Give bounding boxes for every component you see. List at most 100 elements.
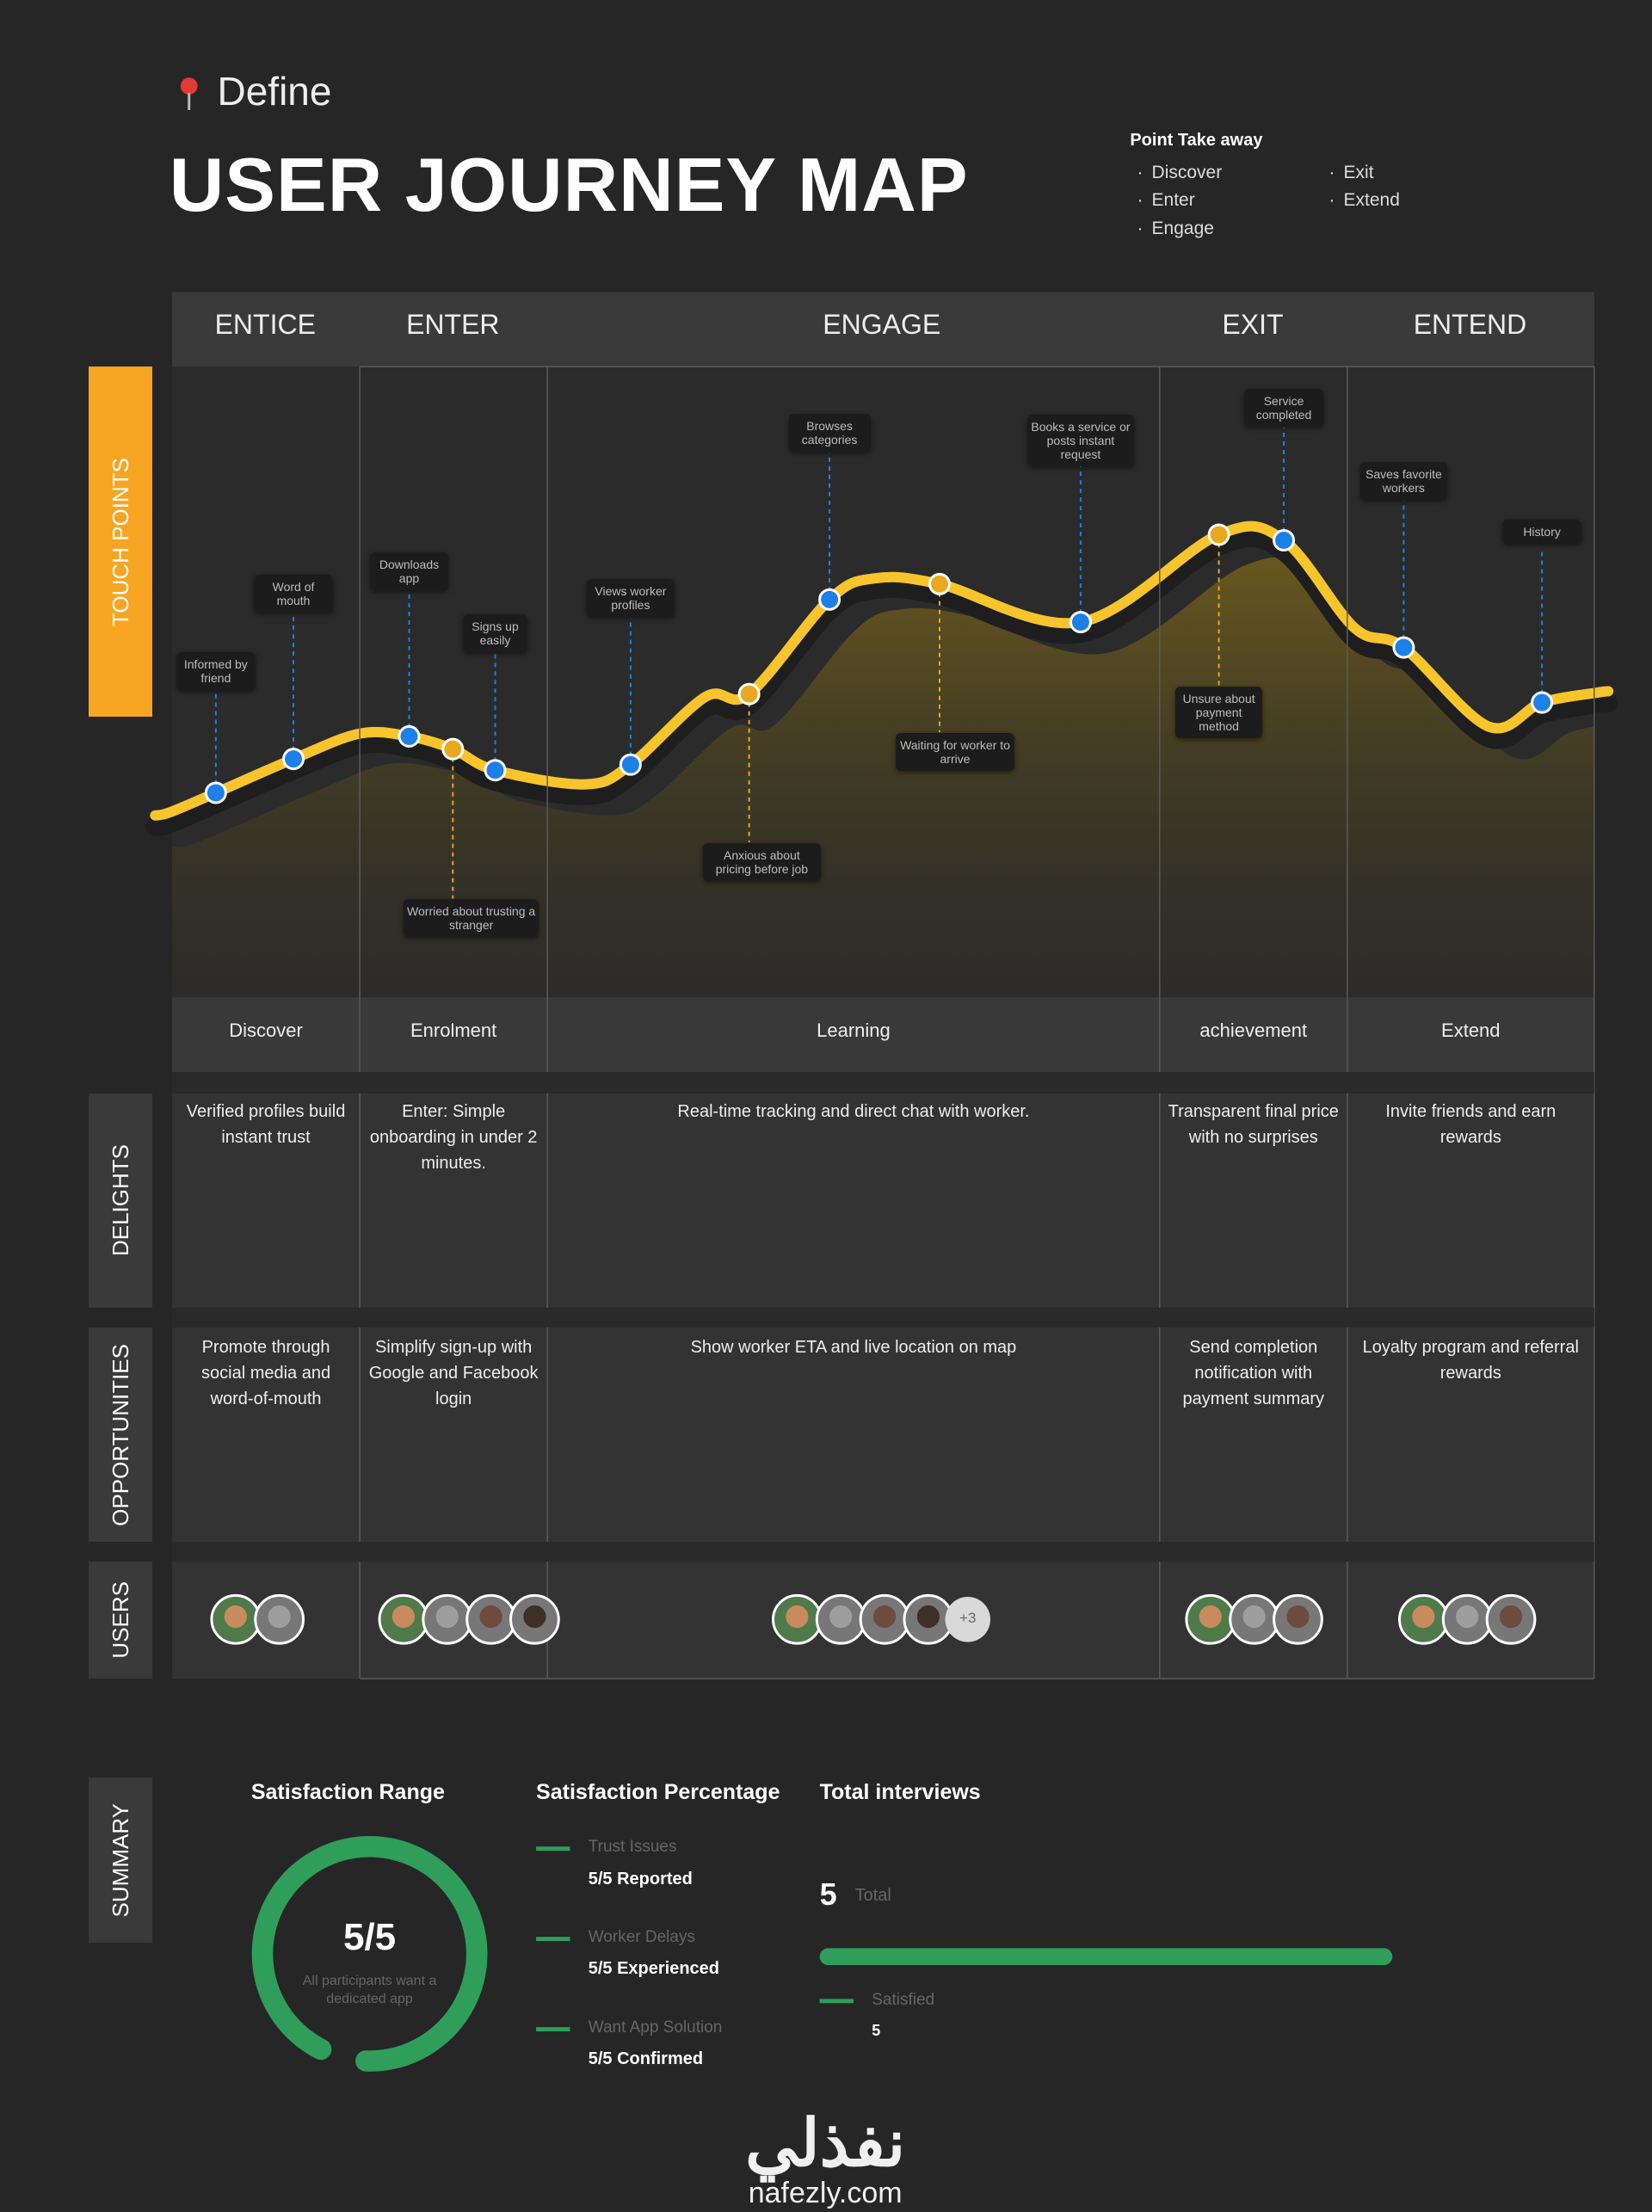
opportunitie-text: Promote through social media and word-of…: [201, 1338, 331, 1409]
touch-dot: [484, 759, 507, 782]
brand-latin: nafezly.com: [748, 2176, 903, 2209]
legend-label: Satisfied: [872, 1990, 935, 2009]
row-gap: [172, 1542, 1594, 1562]
stage-header: ENTER: [406, 309, 500, 341]
touch-dot: [204, 781, 227, 804]
stage-header: ENGAGE: [823, 309, 941, 341]
summary-title: Total interviews: [819, 1780, 981, 1805]
avatar-face: [435, 1605, 459, 1629]
touch-label: Browses categories: [788, 414, 871, 453]
touch-label: Unsure about payment method: [1174, 687, 1263, 738]
opportunitie-text: Send completion notification with paymen…: [1182, 1338, 1325, 1409]
item-value: 5/5 Reported: [588, 1869, 693, 1889]
avatar-face: [479, 1605, 502, 1629]
curve-shadow: [145, 527, 1618, 836]
touch-label: Anxious about pricing before job: [702, 842, 822, 881]
touch-dot: [619, 753, 642, 776]
title: USER JOURNEY MAP: [169, 141, 969, 227]
donut-caption: All participants want a dedicated app: [302, 1974, 437, 2007]
delight-text: Verified profiles build instant trust: [186, 1102, 346, 1148]
avatar-face: [268, 1605, 291, 1629]
mountain: [172, 557, 1594, 998]
row-label: TOUCH POINTS: [89, 367, 153, 717]
opps-bg: [172, 1327, 1594, 1543]
takeaway-item: Discover: [1137, 163, 1321, 188]
avatar-face: [1199, 1605, 1222, 1629]
donut-score: 5/5: [342, 1915, 397, 1958]
pin-icon: [180, 77, 198, 95]
phase-label: Learning: [817, 1020, 891, 1042]
row-gap: [172, 1307, 1594, 1328]
legend-dash: [536, 1846, 570, 1852]
takeaway-item: Enter: [1137, 190, 1321, 216]
row-gap: [172, 1072, 1594, 1094]
item-label: Trust Issues: [588, 1838, 677, 1857]
row-label: SUMMARY: [89, 1777, 153, 1943]
item-value: 5/5 Experienced: [588, 1959, 720, 1979]
avatar-more: [945, 1597, 991, 1642]
avatar-face: [916, 1605, 940, 1629]
delight-text: Enter: Simple onboarding in under 2 minu…: [369, 1102, 538, 1174]
item-label: Want App Solution: [588, 2018, 723, 2037]
summary-title: Satisfaction Range: [250, 1780, 445, 1805]
phase-label: Discover: [229, 1020, 303, 1042]
avatar-face: [1242, 1605, 1266, 1629]
touch-label: Informed by friend: [176, 652, 256, 691]
total-label: Total: [854, 1886, 891, 1906]
donut: [251, 1835, 488, 2072]
avatar-face: [1412, 1605, 1435, 1629]
touch-label: Saves favorite workers: [1359, 462, 1448, 501]
total-value: 5: [819, 1876, 837, 1912]
row-label-text: DELIGHTS: [107, 1144, 133, 1257]
touch-dot: [1207, 523, 1230, 546]
touch-label: Worried about trusting a stranger: [403, 899, 539, 938]
takeaway-title: Point Take away: [1130, 131, 1263, 151]
touch-dot: [1069, 611, 1092, 634]
delight-text: Invite friends and earn rewards: [1385, 1102, 1556, 1148]
stage-header: ENTICE: [214, 309, 316, 341]
touch-label: Books a service or posts instant request: [1026, 414, 1135, 466]
row-label-text: USERS: [107, 1581, 133, 1659]
row-label-text: OPPORTUNITIES: [107, 1343, 133, 1526]
delights-bg: [172, 1093, 1594, 1308]
total-bar: [819, 1948, 1393, 1965]
avatar-face: [391, 1605, 416, 1629]
brand-arabic: نفذلي: [745, 2107, 906, 2181]
row-label: OPPORTUNITIES: [89, 1327, 153, 1543]
legend-dash: [536, 2027, 570, 2032]
touch-dot: [818, 588, 841, 611]
legend-dash: [819, 1999, 854, 2004]
touch-dot: [282, 748, 305, 771]
avatar-face: [872, 1605, 897, 1629]
phase-label: Extend: [1441, 1020, 1501, 1042]
section-label: Define: [217, 68, 332, 114]
row-label-text: TOUCH POINTS: [107, 457, 133, 626]
touch-label: Waiting for worker to arrive: [896, 732, 1014, 771]
avatar-face: [1456, 1605, 1479, 1629]
delight-text: Transparent final price with no surprise…: [1168, 1102, 1339, 1148]
opportunitie-text: Loyalty program and referral rewards: [1362, 1338, 1579, 1383]
touch-label: Service completed: [1244, 388, 1323, 427]
item-label: Worker Delays: [588, 1928, 695, 1947]
avatar-face: [829, 1605, 853, 1629]
item-value: 5/5 Confirmed: [588, 2049, 704, 2069]
avatar-face: [523, 1605, 546, 1629]
touch-label: Views worker profiles: [587, 579, 675, 618]
phase-label: Enrolment: [410, 1020, 497, 1042]
takeaway-item: Extend: [1329, 190, 1513, 216]
touch-dot: [398, 724, 421, 748]
satisfied-value: 5: [872, 2021, 881, 2039]
touch-dot: [1531, 691, 1554, 714]
avatar-face: [224, 1605, 247, 1629]
phase-label: achievement: [1199, 1020, 1308, 1042]
legend-dash: [536, 1937, 570, 1942]
touch-dot: [1273, 528, 1296, 551]
touch-dot: [928, 572, 951, 595]
touch-dot: [1392, 636, 1415, 659]
opportunitie-text: Simplify sign-up with Google and Faceboo…: [368, 1338, 539, 1409]
row-label-text: SUMMARY: [107, 1802, 133, 1918]
takeaway-item: Exit: [1329, 163, 1513, 188]
summary-title: Satisfaction Percentage: [536, 1780, 780, 1805]
